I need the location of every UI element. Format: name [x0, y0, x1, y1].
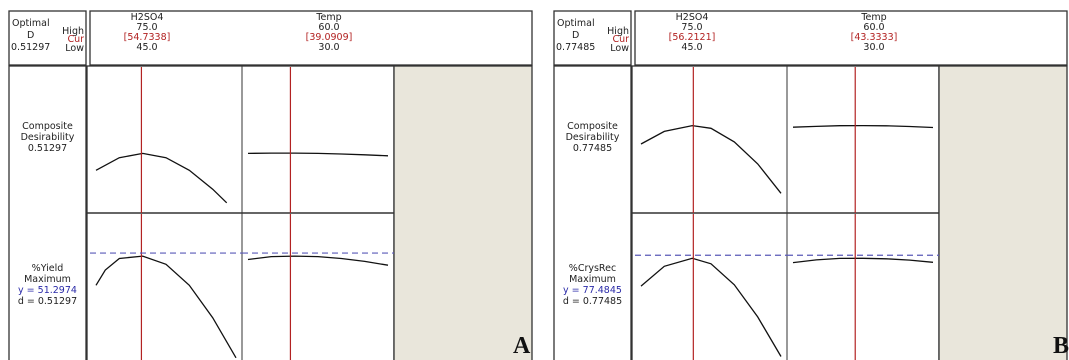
high-label: High — [62, 26, 84, 37]
high-label: High — [607, 26, 629, 37]
response-curve — [247, 152, 389, 157]
panel-label-b: B — [1053, 333, 1069, 359]
optimal-box-b — [553, 10, 632, 66]
factor-high: 60.0 — [318, 22, 339, 33]
response-curve — [95, 152, 228, 204]
low-label: Low — [65, 43, 84, 54]
factor-high: 60.0 — [863, 22, 884, 33]
optimization-panel-a: Optimal D 0.51297 High Cur Low H2SO4 75.0 [54.73… — [0, 0, 534, 360]
empty-filler-b — [938, 65, 1068, 360]
factor-low: 30.0 — [863, 42, 884, 53]
factor-high: 75.0 — [136, 22, 157, 33]
response-label-line: Maximum — [569, 274, 616, 285]
factor-name: Temp — [860, 12, 886, 23]
response-label-line: Composite — [22, 121, 73, 132]
response-label-box-a — [8, 65, 87, 360]
optimal-label: Optimal — [557, 18, 595, 29]
response-label-line: %CrysRec — [569, 263, 616, 274]
d-value: 0.51297 — [11, 42, 50, 53]
factor-low: 45.0 — [136, 42, 157, 53]
panel-label-a: A — [513, 333, 531, 359]
factor-high: 75.0 — [681, 22, 702, 33]
d-label: D — [27, 30, 34, 41]
response-curve — [247, 255, 389, 266]
low-label: Low — [610, 43, 629, 54]
response-curve — [640, 124, 782, 194]
factor-cur: [56.2121] — [669, 32, 716, 43]
factor-name: H2SO4 — [131, 12, 164, 23]
response-label-line: Maximum — [24, 274, 71, 285]
response-curve — [792, 257, 934, 264]
d-label: D — [572, 30, 579, 41]
response-label-line: 0.77485 — [573, 143, 612, 154]
factor-name: Temp — [315, 12, 341, 23]
predicted-y-value: y = 51.2974 — [18, 285, 77, 296]
factor-header-box-b — [634, 10, 1068, 66]
response-curve — [792, 124, 934, 129]
response-label-line: %Yield — [32, 263, 64, 274]
cur-label: Cur — [612, 34, 629, 45]
optimization-plot-a-svg: OptimalD0.51297HighCurLowH2SO475.0[54.73… — [8, 10, 533, 360]
response-label-line: 0.51297 — [28, 143, 67, 154]
factor-name: H2SO4 — [676, 12, 709, 23]
response-label-line: Desirability — [566, 132, 620, 143]
desirability-d-value: d = 0.77485 — [563, 296, 622, 307]
predicted-y-value: y = 77.4845 — [563, 285, 622, 296]
factor-cur: [43.3333] — [851, 32, 898, 43]
response-curve — [95, 255, 237, 359]
response-label-line: Composite — [567, 121, 618, 132]
factor-cur: [54.7338] — [124, 32, 171, 43]
response-label-box-b — [553, 65, 632, 360]
factor-low: 30.0 — [318, 42, 339, 53]
factor-cur: [39.0909] — [306, 32, 353, 43]
d-value: 0.77485 — [556, 42, 595, 53]
desirability-d-value: d = 0.51297 — [18, 296, 77, 307]
cur-label: Cur — [67, 34, 84, 45]
optimal-label: Optimal — [12, 18, 50, 29]
optimal-box-a — [8, 10, 87, 66]
response-curve — [640, 257, 782, 357]
optimization-panel-b: Optimal D 0.77485 High Cur Low H2SO4 75.0 [56.21… — [545, 0, 1069, 360]
response-label-line: Desirability — [21, 132, 75, 143]
factor-header-box-a — [89, 10, 533, 66]
factor-low: 45.0 — [681, 42, 702, 53]
empty-filler-a — [393, 65, 533, 360]
optimization-plot-b-svg: OptimalD0.77485HighCurLowH2SO475.0[56.21… — [553, 10, 1068, 360]
